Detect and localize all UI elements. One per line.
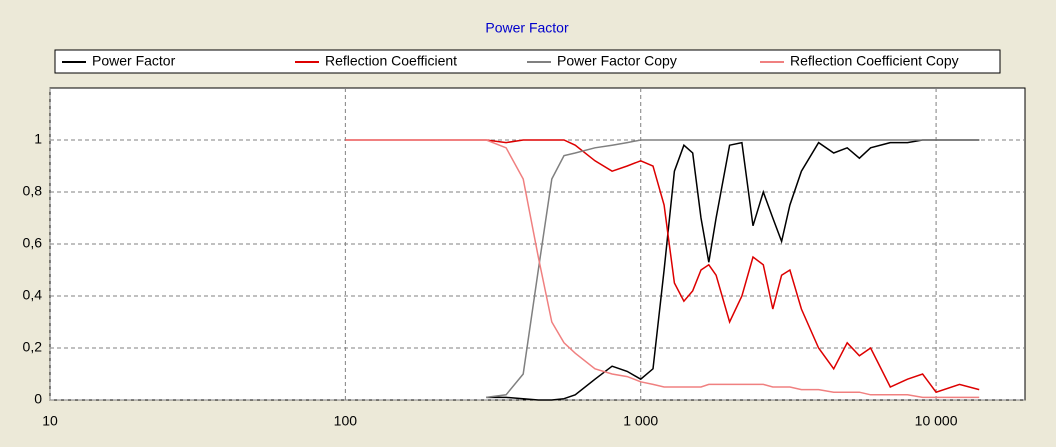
- y-tick-label: 1: [34, 131, 42, 147]
- y-tick-label: 0,4: [23, 287, 43, 303]
- series-line: [345, 139, 980, 394]
- y-tick-label: 0,6: [23, 235, 43, 251]
- x-tick-label: 10 000: [915, 413, 958, 429]
- x-tick-label: 1 000: [623, 413, 658, 429]
- legend-label: Reflection Coefficient: [325, 53, 457, 69]
- y-tick-label: 0,2: [23, 339, 43, 355]
- x-tick-label: 10: [42, 413, 58, 429]
- legend-label: Power Factor: [92, 53, 176, 69]
- legend-label: Power Factor Copy: [557, 53, 677, 69]
- series-line: [486, 139, 980, 399]
- legend-label: Reflection Coefficient Copy: [790, 53, 959, 69]
- x-tick-label: 100: [334, 413, 358, 429]
- series-line: [345, 139, 980, 399]
- y-tick-label: 0: [34, 391, 42, 407]
- series-line: [486, 139, 980, 401]
- chart-title: Power Factor: [485, 20, 569, 36]
- y-tick-label: 0,8: [23, 183, 43, 199]
